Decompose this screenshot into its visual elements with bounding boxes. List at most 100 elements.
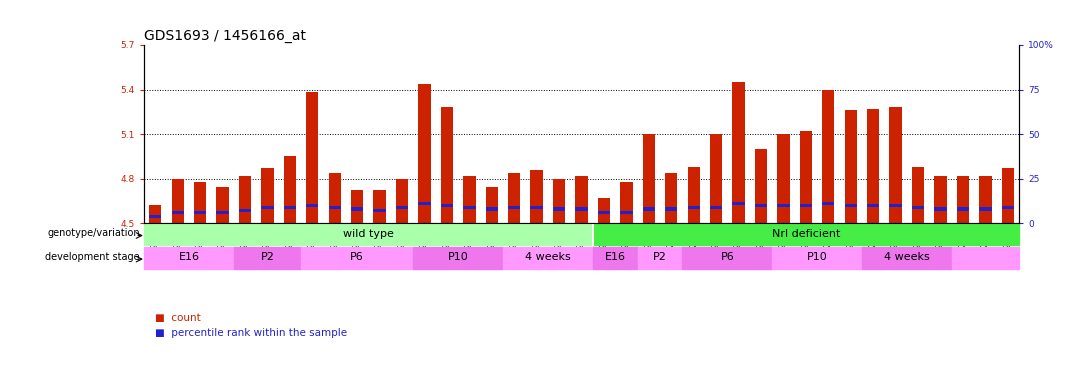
Bar (575, 207, 588, 211)
Bar (980, 207, 991, 211)
Bar (149, 205, 161, 223)
Bar (261, 206, 273, 209)
Bar (642, 207, 655, 211)
Bar (980, 176, 991, 223)
Bar (823, 90, 834, 223)
Bar (912, 206, 924, 209)
Bar (687, 206, 700, 209)
Bar (777, 134, 790, 223)
Bar (530, 206, 543, 209)
Bar (957, 176, 969, 223)
Bar (935, 176, 946, 223)
Bar (306, 93, 318, 223)
Bar (710, 206, 722, 209)
Bar (553, 207, 566, 211)
Bar (952, 247, 1019, 269)
Text: P6: P6 (350, 252, 364, 262)
Bar (867, 109, 879, 223)
Bar (351, 207, 364, 211)
Bar (144, 224, 593, 245)
Text: genotype/variation: genotype/variation (47, 228, 140, 238)
Bar (463, 206, 476, 209)
Bar (373, 209, 386, 212)
Bar (441, 107, 453, 223)
Text: development stage: development stage (45, 252, 140, 262)
Bar (845, 204, 857, 207)
Bar (503, 247, 593, 269)
Bar (508, 172, 521, 223)
Bar (845, 110, 857, 223)
Bar (957, 207, 969, 211)
Text: P10: P10 (807, 252, 827, 262)
Bar (777, 204, 790, 207)
Bar (890, 204, 902, 207)
Bar (935, 207, 946, 211)
Text: P10: P10 (448, 252, 468, 262)
Bar (1002, 168, 1014, 223)
Bar (306, 204, 318, 207)
Bar (862, 247, 952, 269)
Bar (217, 188, 228, 223)
Bar (413, 247, 503, 269)
Bar (217, 211, 228, 214)
Text: wild type: wild type (343, 229, 394, 239)
Bar (485, 207, 498, 211)
Bar (912, 166, 924, 223)
Bar (351, 190, 364, 223)
Bar (867, 204, 879, 207)
Bar (823, 202, 834, 205)
Text: Nrl deficient: Nrl deficient (771, 229, 840, 239)
Text: P6: P6 (720, 252, 734, 262)
Bar (284, 156, 296, 223)
Bar (301, 247, 413, 269)
Bar (773, 247, 862, 269)
Bar (149, 214, 161, 218)
Bar (1002, 206, 1014, 209)
Bar (418, 84, 431, 223)
Bar (799, 131, 812, 223)
Bar (598, 211, 610, 214)
Bar (508, 206, 521, 209)
Bar (642, 134, 655, 223)
Bar (620, 182, 633, 223)
Text: GDS1693 / 1456166_at: GDS1693 / 1456166_at (144, 28, 306, 43)
Bar (799, 204, 812, 207)
Bar (665, 207, 678, 211)
Bar (329, 172, 341, 223)
Bar (754, 149, 767, 223)
Bar (441, 204, 453, 207)
Text: E16: E16 (178, 252, 200, 262)
Bar (261, 168, 273, 223)
Bar (665, 172, 678, 223)
Bar (710, 134, 722, 223)
Bar (194, 182, 206, 223)
Bar (284, 206, 296, 209)
Bar (575, 176, 588, 223)
Bar (396, 178, 409, 223)
Text: 4 weeks: 4 weeks (525, 252, 571, 262)
Bar (620, 211, 633, 214)
Bar (638, 247, 683, 269)
Bar (687, 166, 700, 223)
Bar (396, 206, 409, 209)
Bar (683, 247, 773, 269)
Bar (373, 190, 386, 223)
Text: E16: E16 (605, 252, 625, 262)
Text: P2: P2 (260, 252, 274, 262)
Bar (598, 198, 610, 223)
Bar (732, 202, 745, 205)
Text: 4 weeks: 4 weeks (883, 252, 929, 262)
Bar (593, 224, 1019, 245)
Bar (553, 178, 566, 223)
Bar (172, 178, 184, 223)
Bar (593, 247, 638, 269)
Bar (732, 82, 745, 223)
Bar (239, 176, 251, 223)
Bar (172, 211, 184, 214)
Bar (754, 204, 767, 207)
Bar (463, 176, 476, 223)
Bar (890, 107, 902, 223)
Bar (239, 209, 251, 212)
Bar (418, 202, 431, 205)
Bar (144, 247, 234, 269)
